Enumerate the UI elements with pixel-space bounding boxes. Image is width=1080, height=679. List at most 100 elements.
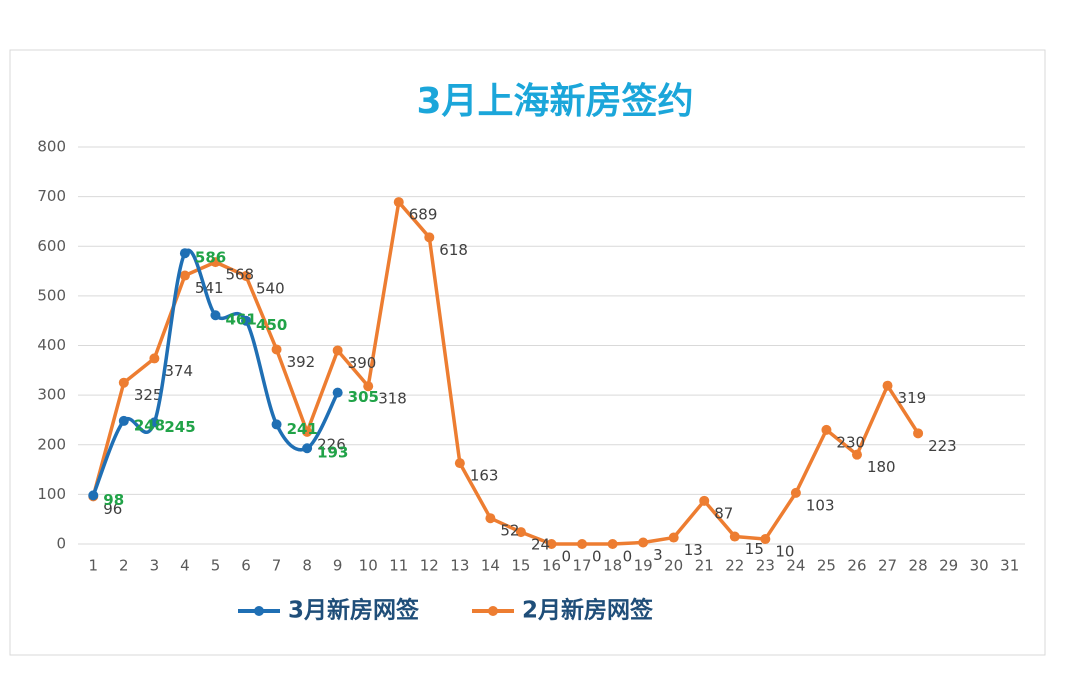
point (790, 487, 801, 498)
point (241, 271, 252, 282)
legend-label: 3月新房网签 (288, 597, 420, 624)
chart-frame (9, 49, 1046, 656)
data-label: 13 (684, 541, 703, 559)
y-tick-label: 800 (37, 138, 66, 156)
point (332, 387, 343, 398)
series-line (91, 200, 920, 546)
x-tick-label: 26 (847, 557, 866, 575)
data-label: 0 (592, 548, 602, 566)
point (302, 443, 313, 454)
y-tick-label: 700 (37, 187, 66, 205)
legend-label: 2月新房网签 (522, 597, 654, 624)
y-tick-label: 100 (37, 485, 66, 503)
data-label: 24 (531, 536, 550, 554)
data-label: 248 (134, 416, 165, 434)
x-tick-label: 17 (573, 557, 592, 575)
point (699, 495, 710, 506)
data-label: 230 (836, 433, 865, 451)
x-tick-label: 6 (241, 557, 251, 575)
point (424, 232, 435, 243)
data-label: 461 (225, 311, 256, 329)
data-label: 0 (623, 548, 633, 566)
data-label: 450 (256, 316, 287, 334)
data-label: 87 (714, 504, 733, 522)
x-tick-label: 22 (725, 557, 744, 575)
point (179, 248, 190, 259)
data-label: 586 (195, 249, 226, 267)
point (638, 537, 649, 548)
x-tick-label: 13 (450, 557, 469, 575)
legend-marker (254, 606, 264, 616)
data-label: 689 (409, 206, 438, 224)
x-tick-label: 29 (939, 557, 958, 575)
x-tick-label: 18 (603, 557, 622, 575)
data-label: 618 (439, 241, 468, 259)
point (363, 381, 374, 392)
x-tick-label: 28 (909, 557, 928, 575)
data-label: 52 (500, 522, 519, 540)
x-tick-label: 20 (664, 557, 683, 575)
point (210, 310, 221, 321)
x-tick-label: 23 (756, 557, 775, 575)
y-tick-label: 300 (37, 386, 66, 404)
x-tick-label: 24 (786, 557, 805, 575)
x-tick-label: 15 (511, 557, 530, 575)
x-tick-label: 8 (302, 557, 312, 575)
data-label: 96 (103, 500, 122, 518)
data-label: 374 (164, 362, 193, 380)
x-tick-label: 19 (634, 557, 653, 575)
point (882, 380, 893, 391)
point (149, 353, 160, 364)
point (821, 424, 832, 435)
y-tick-label: 600 (37, 237, 66, 255)
data-label: 540 (256, 280, 285, 298)
point (546, 539, 557, 549)
point (302, 426, 313, 437)
data-label: 245 (164, 418, 195, 436)
y-tick-label: 500 (37, 286, 66, 304)
point (668, 532, 679, 543)
x-tick-label: 21 (695, 557, 714, 575)
point (179, 270, 190, 281)
x-tick-label: 11 (389, 557, 408, 575)
y-tick-label: 200 (37, 435, 66, 453)
point (88, 490, 99, 501)
point (118, 415, 129, 426)
data-label: 98 (103, 491, 124, 509)
data-label: 305 (348, 388, 379, 406)
data-label: 103 (806, 496, 835, 514)
point (271, 344, 282, 355)
chart-title: 3月上海新房签约 (416, 81, 693, 122)
point (454, 458, 465, 469)
data-label: 325 (134, 386, 163, 404)
data-label: 568 (225, 266, 254, 284)
x-tick-label: 31 (1000, 557, 1019, 575)
x-tick-label: 3 (150, 557, 160, 575)
point (241, 315, 252, 326)
point (913, 428, 924, 439)
x-tick-label: 16 (542, 557, 561, 575)
x-tick-label: 7 (272, 557, 282, 575)
x-tick-label: 25 (817, 557, 836, 575)
point (760, 534, 771, 545)
y-tick-label: 0 (56, 535, 66, 553)
data-label: 226 (317, 435, 346, 453)
data-label: 319 (898, 389, 927, 407)
data-label: 0 (562, 548, 572, 566)
x-tick-label: 1 (89, 557, 99, 575)
x-tick-label: 14 (481, 557, 500, 575)
x-tick-label: 27 (878, 557, 897, 575)
y-tick-label: 400 (37, 336, 66, 354)
data-label: 163 (470, 467, 499, 485)
data-label: 180 (867, 458, 896, 476)
x-tick-label: 2 (119, 557, 129, 575)
data-label: 392 (287, 353, 316, 371)
x-tick-label: 5 (211, 557, 221, 575)
point (118, 377, 129, 388)
x-tick-label: 4 (180, 557, 190, 575)
x-tick-label: 30 (970, 557, 989, 575)
data-label: 223 (928, 437, 957, 455)
point (851, 449, 862, 460)
point (332, 345, 343, 356)
point (607, 539, 618, 549)
